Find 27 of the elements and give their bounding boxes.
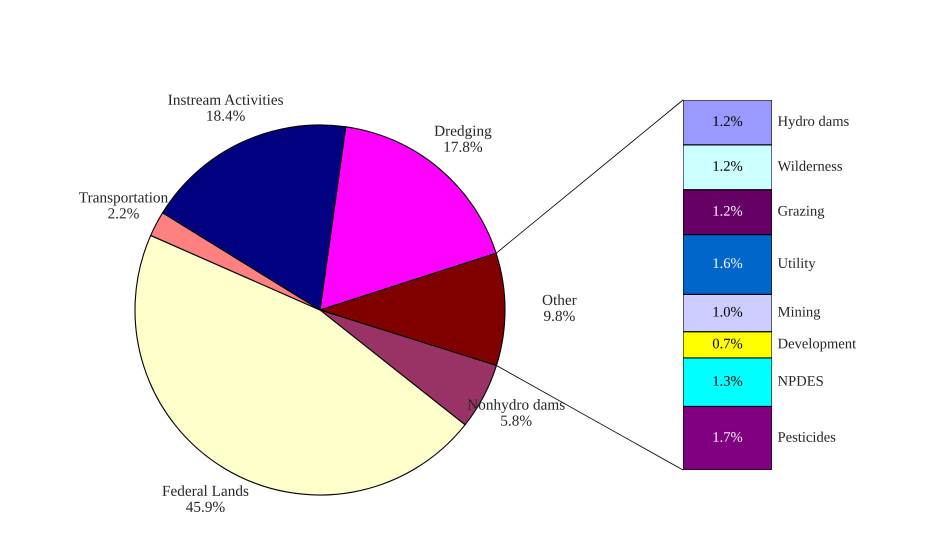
data-label: 1.3% (714, 376, 742, 386)
slice-label: Other (542, 294, 577, 306)
slice-label: Instream Activities (168, 94, 284, 105)
series-label: Mining (778, 306, 820, 320)
series-label: Wilderness (778, 160, 842, 171)
data-label: 45.9% (186, 502, 225, 512)
data-label: 17.8% (444, 142, 482, 152)
series-label: Utility (778, 258, 816, 272)
series-label: Grazing (778, 206, 824, 219)
series-label: NPDES (778, 376, 823, 386)
data-label: 1.2% (714, 206, 742, 216)
series-label: Hydro dams (778, 116, 849, 130)
data-label: 1.2% (714, 161, 742, 171)
data-label: 1.2% (714, 116, 742, 126)
slice-label: Transportation (79, 192, 168, 206)
data-label: 0.7% (712, 338, 742, 349)
data-label: 1.6% (714, 258, 742, 268)
data-label: 1.7% (714, 432, 742, 442)
data-label: 5.8% (501, 415, 532, 426)
data-label: 2.2% (108, 208, 139, 219)
data-label: 18.4% (207, 110, 245, 121)
data-label: 1.0% (714, 306, 742, 317)
data-label: 9.8% (544, 310, 575, 322)
slice-label: Dredging (434, 125, 492, 140)
series-label: Development (778, 338, 856, 352)
series-label: Pesticides (778, 432, 836, 442)
slice-label: Federal Lands (162, 485, 248, 496)
